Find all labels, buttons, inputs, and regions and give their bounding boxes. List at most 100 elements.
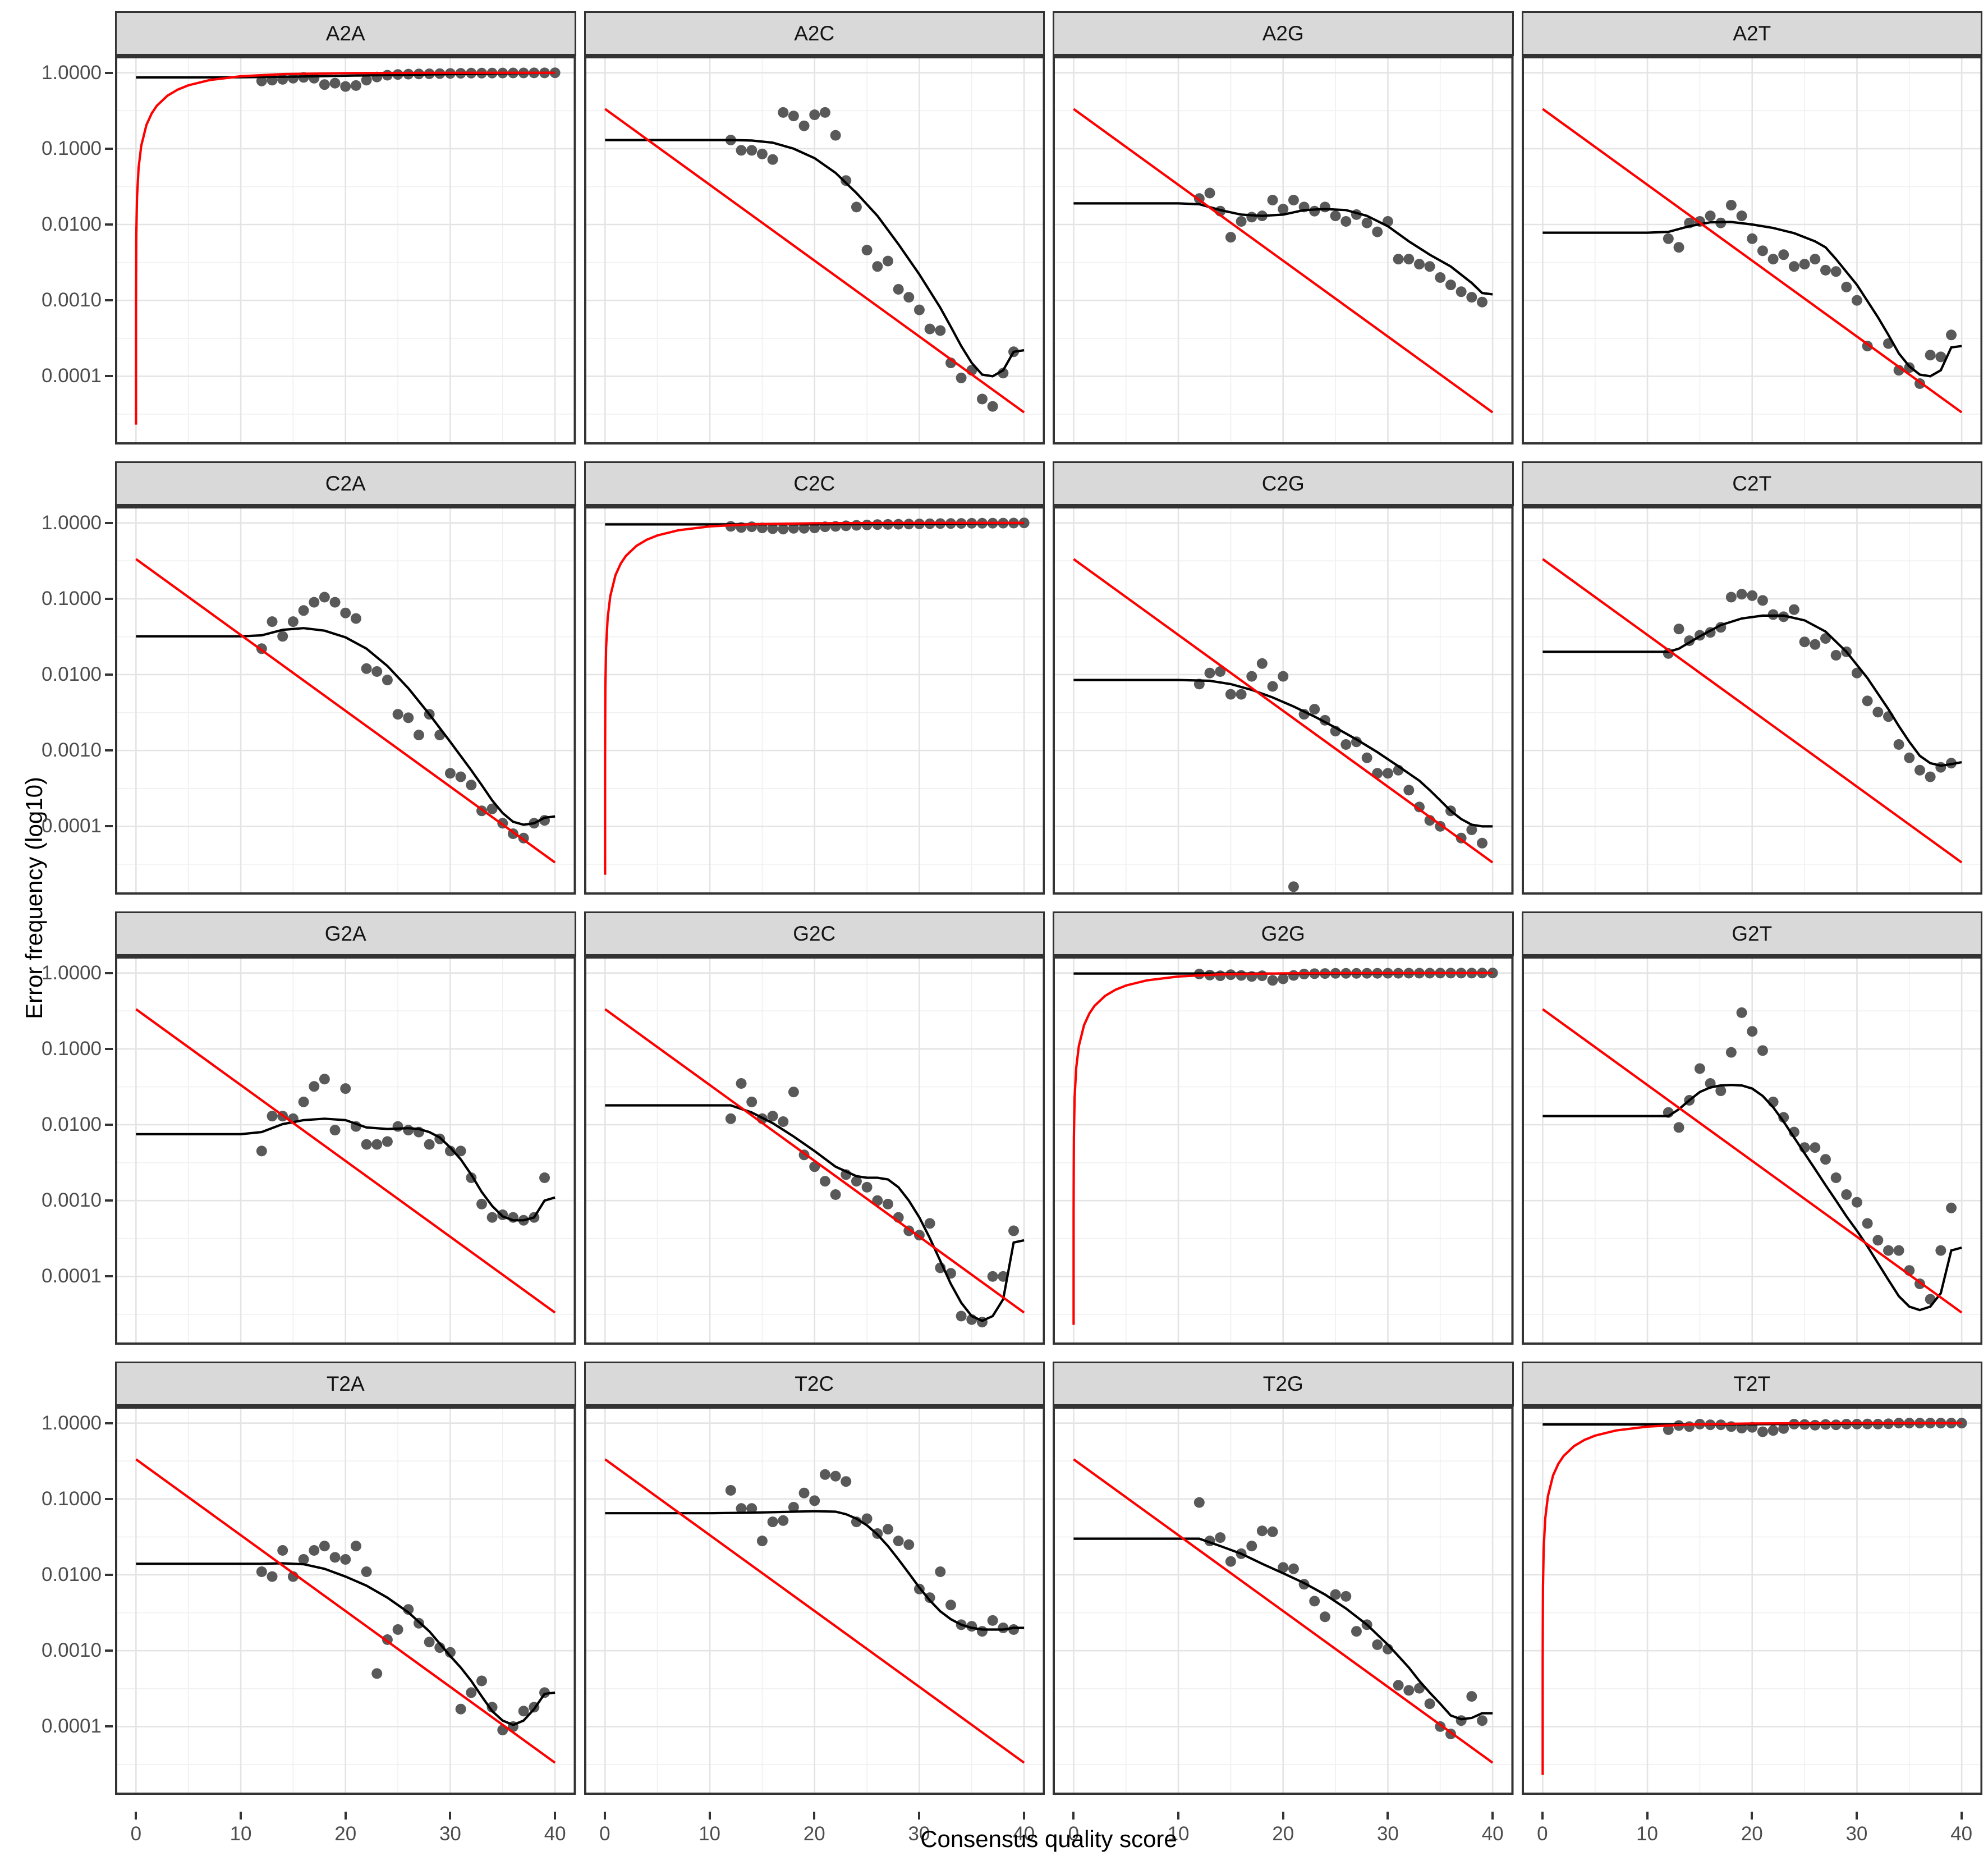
data-point bbox=[1945, 1202, 1957, 1213]
expected-error-line bbox=[603, 521, 1024, 875]
y-tick-mark bbox=[105, 1422, 113, 1424]
data-point bbox=[309, 597, 320, 608]
data-point bbox=[340, 1554, 351, 1565]
panel-grid bbox=[1053, 506, 1514, 895]
data-point bbox=[1809, 1419, 1820, 1431]
data-point bbox=[819, 1469, 830, 1480]
data-point bbox=[455, 771, 466, 782]
panel-canvas-G2C bbox=[584, 956, 1045, 1345]
panel-border bbox=[115, 56, 576, 444]
facet-strip-C2T: C2T bbox=[1521, 461, 1982, 506]
facet-panel-T2G: T2G bbox=[1053, 1362, 1514, 1795]
x-tick-label: 30 bbox=[908, 1823, 930, 1845]
data-point bbox=[798, 1487, 810, 1498]
data-point bbox=[1256, 658, 1268, 669]
fit-line bbox=[604, 1510, 1024, 1631]
facet-strip-G2T: G2T bbox=[1521, 911, 1982, 956]
y-tick-mark bbox=[105, 521, 113, 524]
facet-panel-C2T: C2T bbox=[1521, 461, 1982, 895]
panel-border bbox=[115, 506, 576, 895]
x-tick-mark bbox=[917, 1812, 920, 1820]
data-point bbox=[549, 67, 561, 79]
data-point bbox=[767, 1111, 778, 1122]
data-point bbox=[882, 1198, 893, 1209]
expected-error-line bbox=[604, 1458, 1025, 1764]
data-point bbox=[1778, 249, 1789, 260]
panel-canvas-C2G bbox=[1053, 506, 1514, 895]
data-point bbox=[798, 523, 810, 534]
data-point bbox=[1778, 1423, 1789, 1434]
data-point bbox=[1403, 254, 1415, 265]
panel-canvas-C2A bbox=[115, 506, 576, 895]
data-point bbox=[1319, 201, 1330, 213]
data-point bbox=[1361, 752, 1372, 763]
data-point bbox=[371, 1668, 383, 1679]
panel-canvas-T2G bbox=[1053, 1406, 1514, 1795]
data-point bbox=[1893, 1245, 1904, 1256]
data-point bbox=[924, 323, 935, 334]
data-point bbox=[1788, 604, 1799, 615]
data-point bbox=[1736, 210, 1747, 222]
data-point bbox=[1914, 764, 1925, 776]
panel-grid bbox=[1521, 1406, 1982, 1795]
data-point bbox=[851, 520, 862, 531]
data-point bbox=[287, 616, 299, 627]
panel-grid bbox=[584, 956, 1045, 1345]
data-point bbox=[1225, 1556, 1236, 1567]
y-axis-ticks-row-0: 1.0000 0.1000 0.0100 0.0010 0.0001 bbox=[0, 11, 115, 444]
expected-error-line bbox=[1541, 558, 1962, 864]
x-axis-ticks-col-1: 0 10 20 30 40 bbox=[584, 1812, 1045, 1846]
scatter-points bbox=[725, 1469, 1019, 1637]
data-point bbox=[1393, 254, 1404, 265]
x-axis-spacer bbox=[0, 1812, 115, 1846]
data-point bbox=[736, 145, 747, 156]
data-point bbox=[1288, 970, 1299, 981]
data-point bbox=[1830, 650, 1842, 661]
y-tick-mark bbox=[105, 825, 113, 828]
data-point bbox=[403, 1604, 414, 1615]
data-point bbox=[1340, 1591, 1352, 1602]
facet-strip-G2C: G2C bbox=[584, 911, 1045, 956]
x-tick-label: 0 bbox=[599, 1823, 610, 1845]
y-tick-label: 0.0100 bbox=[41, 1113, 102, 1136]
fit-line bbox=[604, 139, 1024, 378]
data-point bbox=[1435, 272, 1446, 283]
data-point bbox=[1267, 975, 1278, 986]
data-point bbox=[476, 1675, 487, 1687]
panel-grid bbox=[1521, 56, 1982, 444]
data-point bbox=[1466, 824, 1477, 835]
data-point bbox=[1840, 281, 1852, 292]
panel-canvas-A2A bbox=[115, 56, 576, 444]
data-point bbox=[767, 154, 778, 165]
data-point bbox=[466, 780, 477, 791]
data-point bbox=[309, 1081, 320, 1092]
data-point bbox=[767, 523, 778, 534]
panel-grid bbox=[1053, 956, 1514, 1345]
y-tick-mark bbox=[105, 1497, 113, 1500]
y-tick-label: 0.0100 bbox=[41, 213, 102, 236]
x-tick-mark bbox=[344, 1812, 347, 1820]
data-point bbox=[1466, 292, 1477, 303]
x-axis-ticks-col-0: 0 10 20 30 40 bbox=[115, 1812, 576, 1846]
panel-grid bbox=[115, 506, 576, 895]
data-point bbox=[267, 1111, 278, 1122]
data-point bbox=[1278, 204, 1289, 214]
data-point bbox=[1673, 242, 1684, 253]
panel-grid bbox=[584, 1406, 1045, 1795]
y-tick-label: 0.0001 bbox=[41, 1715, 102, 1738]
data-point bbox=[1663, 233, 1674, 244]
data-point bbox=[1851, 295, 1862, 306]
panel-grid bbox=[1521, 956, 1982, 1345]
data-point bbox=[788, 1087, 799, 1098]
data-point bbox=[1840, 1189, 1852, 1200]
facet-panel-T2T: T2T bbox=[1521, 1362, 1982, 1795]
data-point bbox=[267, 1571, 278, 1582]
data-point bbox=[987, 1271, 998, 1282]
data-point bbox=[1477, 296, 1488, 308]
panel-border bbox=[1053, 56, 1514, 444]
y-tick-mark bbox=[105, 1124, 113, 1126]
data-point bbox=[1204, 187, 1215, 199]
data-point bbox=[1725, 1047, 1737, 1058]
data-point bbox=[1725, 200, 1737, 210]
facet-row-3: 1.0000 0.1000 0.0100 0.0010 0.0001 T2A T2C T2G T… bbox=[0, 1362, 1982, 1795]
